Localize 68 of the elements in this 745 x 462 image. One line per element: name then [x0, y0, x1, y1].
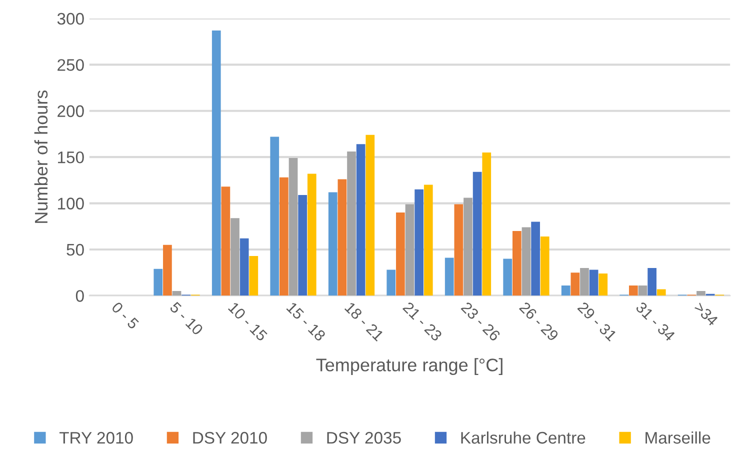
bar — [472, 172, 482, 296]
bar — [512, 231, 522, 296]
bar — [172, 291, 182, 296]
bar — [230, 218, 240, 296]
y-tick-label: 100 — [58, 198, 84, 210]
x-tick-label: 10 - 15 — [228, 302, 268, 342]
bar — [503, 258, 512, 296]
legend-label: Marseille — [646, 431, 710, 444]
y-tick-label: 0 — [76, 290, 84, 302]
x-tick-label: 5 - 10 — [169, 301, 204, 336]
bar — [298, 194, 308, 296]
y-tick-label: 150 — [58, 151, 84, 164]
bar — [221, 186, 230, 296]
bar — [454, 204, 464, 296]
x-tick-label: >34 — [694, 301, 719, 326]
bar — [347, 152, 356, 296]
bar — [656, 289, 666, 296]
y-tick-label: 200 — [58, 105, 84, 118]
x-tick-label: 31 - 34 — [635, 301, 676, 342]
bar — [598, 274, 608, 296]
y-tick-label: 300 — [57, 12, 84, 25]
legend-label: Karlsruhe Centre — [461, 431, 586, 444]
bar — [212, 30, 221, 296]
bar — [589, 270, 598, 296]
y-tick-label: 50 — [66, 244, 84, 256]
x-tick-label: 29 - 31 — [577, 301, 618, 342]
legend-label: DSY 2035 — [327, 432, 401, 444]
bar — [240, 238, 249, 296]
x-tick-label: 15 - 18 — [286, 302, 326, 342]
bar — [249, 256, 258, 296]
legend-label: TRY 2010 — [59, 432, 133, 444]
bar — [288, 158, 298, 296]
bar — [414, 189, 424, 296]
bar — [424, 184, 433, 296]
bar — [270, 136, 280, 296]
x-tick-label: 18 - 21 — [344, 302, 384, 342]
bar — [570, 272, 580, 296]
bar — [580, 268, 589, 296]
bar — [628, 286, 638, 296]
bar — [280, 177, 288, 296]
bar — [396, 212, 405, 296]
bar — [561, 286, 570, 296]
bar — [328, 192, 338, 296]
x-tick-label: 26 - 29 — [518, 301, 560, 342]
y-tick-label: 250 — [58, 59, 84, 71]
x-tick-label: 23 - 26 — [460, 301, 501, 342]
bar — [356, 144, 366, 296]
bar — [386, 270, 396, 296]
bar — [307, 174, 316, 296]
x-axis-title: Temperature range [°C] — [316, 358, 502, 375]
bar — [648, 268, 656, 296]
bar — [522, 227, 531, 296]
x-tick-label: 21 - 23 — [402, 301, 443, 342]
legend-label: DSY 2010 — [193, 432, 267, 444]
bar — [638, 286, 648, 296]
bar — [405, 204, 414, 296]
y-axis-title: Number of hours — [34, 90, 48, 223]
bar — [366, 134, 375, 296]
bar — [444, 258, 454, 296]
bar — [696, 291, 706, 296]
bar — [464, 198, 472, 296]
bar — [338, 179, 347, 296]
bar — [482, 152, 492, 296]
bar — [540, 236, 550, 296]
x-tick-label: 0 - 5 — [111, 301, 140, 330]
bar — [154, 268, 163, 296]
bar — [531, 222, 540, 296]
bar — [163, 244, 172, 296]
